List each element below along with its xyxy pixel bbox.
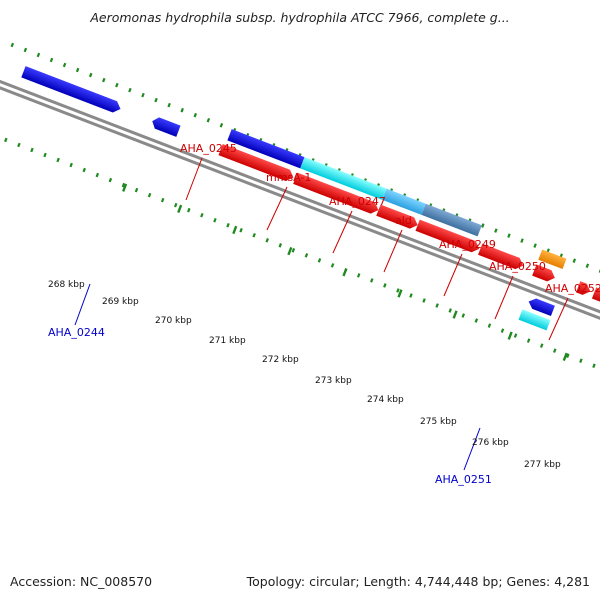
gene-arrow-reverse[interactable] (527, 296, 555, 316)
kbp-tick-label: 271 kbp (209, 336, 246, 346)
gene-feature-ahA0250[interactable] (538, 249, 567, 270)
gene-label-forward: AHA_0252 (545, 282, 600, 295)
gene-label-reverse: AHA_0244 (48, 326, 105, 339)
label-leaders (185, 157, 569, 341)
accession-label: Accession: NC_008570 (10, 574, 153, 589)
genome-summary-label: Topology: circular; Length: 4,744,448 bp… (246, 574, 590, 589)
kbp-tick-label: 277 kbp (524, 460, 561, 470)
kbp-tick-label: 269 kbp (102, 297, 139, 307)
backbone-line (0, 34, 600, 397)
kbp-tick-label: 273 kbp (315, 376, 352, 386)
gene-feature-reverse[interactable] (150, 116, 181, 137)
gene-arrow-forward[interactable] (532, 264, 557, 283)
gene-feature-ahA0251[interactable] (518, 309, 551, 331)
kbp-tick-label: 276 kbp (472, 438, 509, 448)
gene-label-forward: ald (395, 214, 412, 227)
gene-label-forward: AHA_0249 (439, 238, 496, 251)
gene-arrow-forward[interactable] (478, 243, 525, 272)
gene-feature-ald[interactable] (421, 203, 482, 237)
gene-arrow-forward[interactable] (576, 281, 592, 297)
map-title: Aeromonas hydrophila subsp. hydrophila A… (90, 10, 510, 25)
kbp-tick-label: 270 kbp (155, 316, 192, 326)
gene-arrow-forward[interactable] (415, 219, 481, 255)
kbp-tick-label: 268 kbp (48, 280, 85, 290)
gene-feature-ahA0245[interactable] (227, 129, 305, 169)
gene-arrow-forward[interactable] (293, 172, 380, 216)
gene-label-forward: AHA_0250 (489, 260, 546, 273)
gene-label-forward: AHA_0247 (329, 195, 386, 208)
kbp-tick-label: 275 kbp (420, 417, 457, 427)
kbp-tick-label: 272 kbp (262, 355, 299, 365)
gene-feature-reverse[interactable] (21, 66, 122, 114)
major-ticks (122, 183, 568, 361)
gene-arrow-forward[interactable] (376, 204, 420, 231)
gene-label-reverse: AHA_0251 (435, 473, 492, 486)
gene-feature-ahA0247[interactable] (382, 188, 426, 215)
kbp-tick-label: 274 kbp (367, 395, 404, 405)
gene-feature-mmsA1[interactable] (300, 157, 387, 200)
backbone-line (0, 29, 600, 391)
gene-label-forward: AHA_0245 (180, 142, 237, 155)
reverse-leaders (74, 283, 481, 471)
gene-arrow-forward[interactable] (218, 143, 295, 183)
gene-label-forward: mmsA-1 (266, 171, 311, 184)
